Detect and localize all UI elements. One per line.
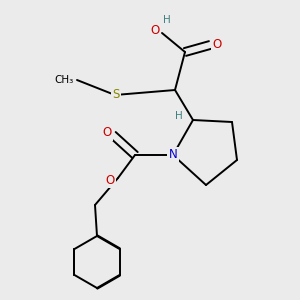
Text: O: O: [212, 38, 222, 52]
Text: H: H: [163, 15, 171, 25]
Text: N: N: [169, 148, 177, 161]
Text: S: S: [112, 88, 120, 101]
Text: O: O: [150, 25, 160, 38]
Text: CH₃: CH₃: [54, 75, 74, 85]
Text: O: O: [102, 127, 112, 140]
Text: O: O: [105, 173, 115, 187]
Text: H: H: [175, 111, 183, 121]
